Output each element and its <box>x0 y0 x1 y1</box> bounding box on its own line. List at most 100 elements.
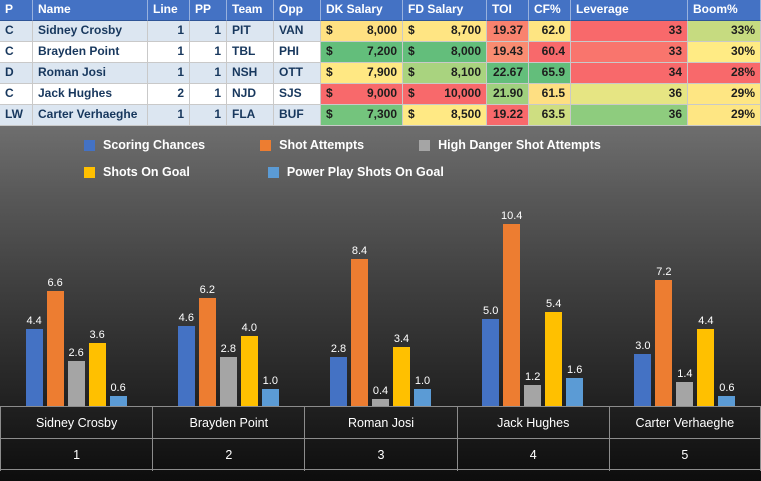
cell-cf[interactable]: 62.0 <box>529 21 571 42</box>
column-header-team[interactable]: Team <box>227 0 274 21</box>
cell-fd[interactable]: $8,000 <box>403 42 487 63</box>
cell-opp[interactable]: OTT <box>274 63 321 84</box>
bar-shot-attempts[interactable] <box>503 224 521 406</box>
cell-team[interactable]: NSH <box>227 63 274 84</box>
column-header-opp[interactable]: Opp <box>274 0 321 21</box>
cell-toi[interactable]: 21.90 <box>487 84 529 105</box>
cell-cf[interactable]: 61.5 <box>529 84 571 105</box>
bar-scoring-chances[interactable] <box>177 325 195 406</box>
cell-pp[interactable]: 1 <box>190 42 227 63</box>
cell-dk[interactable]: $7,300 <box>321 105 403 126</box>
bar-shots-on-goal[interactable] <box>240 336 258 406</box>
cell-boom[interactable]: 33% <box>688 21 761 42</box>
cell-opp[interactable]: PHI <box>274 42 321 63</box>
bar-power-play-shots-on-goal[interactable] <box>109 395 127 406</box>
cell-pp[interactable]: 1 <box>190 105 227 126</box>
bar-high-danger-shot-attempts[interactable] <box>372 399 389 406</box>
cell-pp[interactable]: 1 <box>190 63 227 84</box>
legend-item-power-play-shots-on-goal[interactable]: Power Play Shots On Goal <box>267 165 444 179</box>
bar-high-danger-shot-attempts[interactable] <box>219 357 237 406</box>
cell-p[interactable]: D <box>0 63 33 84</box>
cell-dk[interactable]: $7,200 <box>321 42 403 63</box>
cell-fd[interactable]: $8,700 <box>403 21 487 42</box>
column-header-leverage[interactable]: Leverage <box>571 0 688 21</box>
cell-boom[interactable]: 29% <box>688 84 761 105</box>
cell-dk[interactable]: $7,900 <box>321 63 403 84</box>
bar-shots-on-goal[interactable] <box>393 346 410 406</box>
cell-toi[interactable]: 19.22 <box>487 105 529 126</box>
cell-lev[interactable]: 36 <box>571 84 688 105</box>
cell-dk[interactable]: $9,000 <box>321 84 403 105</box>
cell-lev[interactable]: 33 <box>571 42 688 63</box>
column-header-dk-salary[interactable]: DK Salary <box>321 0 403 21</box>
cell-p[interactable]: C <box>0 84 33 105</box>
cell-fd[interactable]: $8,100 <box>403 63 487 84</box>
cell-name[interactable]: Jack Hughes <box>33 84 148 105</box>
bar-scoring-chances[interactable] <box>25 329 43 406</box>
bar-power-play-shots-on-goal[interactable] <box>566 378 584 406</box>
legend-item-scoring-chances[interactable]: Scoring Chances <box>84 138 205 152</box>
column-header-pp[interactable]: PP <box>190 0 227 21</box>
column-header-toi[interactable]: TOI <box>487 0 529 21</box>
bar-shot-attempts[interactable] <box>198 297 216 406</box>
bar-power-play-shots-on-goal[interactable] <box>718 395 736 406</box>
cell-toi[interactable]: 19.43 <box>487 42 529 63</box>
bar-shots-on-goal[interactable] <box>88 343 106 406</box>
cell-boom[interactable]: 28% <box>688 63 761 84</box>
cell-cf[interactable]: 65.9 <box>529 63 571 84</box>
cell-lev[interactable]: 33 <box>571 21 688 42</box>
cell-team[interactable]: NJD <box>227 84 274 105</box>
bar-high-danger-shot-attempts[interactable] <box>524 385 542 406</box>
bar-shot-attempts[interactable] <box>46 290 64 406</box>
bar-high-danger-shot-attempts[interactable] <box>676 381 694 406</box>
cell-boom[interactable]: 29% <box>688 105 761 126</box>
bar-scoring-chances[interactable] <box>634 353 652 406</box>
cell-p[interactable]: C <box>0 42 33 63</box>
cell-line[interactable]: 2 <box>148 84 190 105</box>
cell-pp[interactable]: 1 <box>190 21 227 42</box>
legend-item-shot-attempts[interactable]: Shot Attempts <box>260 138 364 152</box>
cell-lev[interactable]: 34 <box>571 63 688 84</box>
cell-boom[interactable]: 30% <box>688 42 761 63</box>
cell-pp[interactable]: 1 <box>190 84 227 105</box>
cell-cf[interactable]: 60.4 <box>529 42 571 63</box>
cell-team[interactable]: TBL <box>227 42 274 63</box>
cell-name[interactable]: Brayden Point <box>33 42 148 63</box>
cell-name[interactable]: Roman Josi <box>33 63 148 84</box>
cell-fd[interactable]: $10,000 <box>403 84 487 105</box>
cell-toi[interactable]: 22.67 <box>487 63 529 84</box>
cell-line[interactable]: 1 <box>148 63 190 84</box>
cell-cf[interactable]: 63.5 <box>529 105 571 126</box>
cell-team[interactable]: FLA <box>227 105 274 126</box>
bar-power-play-shots-on-goal[interactable] <box>261 388 279 406</box>
legend-item-high-danger-shot-attempts[interactable]: High Danger Shot Attempts <box>419 138 601 152</box>
column-header-line[interactable]: Line <box>148 0 190 21</box>
column-header-fd-salary[interactable]: FD Salary <box>403 0 487 21</box>
cell-line[interactable]: 1 <box>148 42 190 63</box>
cell-name[interactable]: Carter Verhaeghe <box>33 105 148 126</box>
bar-scoring-chances[interactable] <box>482 318 500 406</box>
cell-opp[interactable]: VAN <box>274 21 321 42</box>
cell-name[interactable]: Sidney Crosby <box>33 21 148 42</box>
cell-p[interactable]: LW <box>0 105 33 126</box>
cell-opp[interactable]: BUF <box>274 105 321 126</box>
legend-item-shots-on-goal[interactable]: Shots On Goal <box>84 165 190 179</box>
cell-fd[interactable]: $8,500 <box>403 105 487 126</box>
bar-shots-on-goal[interactable] <box>545 311 563 406</box>
bar-power-play-shots-on-goal[interactable] <box>414 388 431 406</box>
cell-toi[interactable]: 19.37 <box>487 21 529 42</box>
column-header-name[interactable]: Name <box>33 0 148 21</box>
column-header-p[interactable]: P <box>0 0 33 21</box>
column-header-cf[interactable]: CF% <box>529 0 571 21</box>
bar-shot-attempts[interactable] <box>351 259 368 406</box>
bar-shot-attempts[interactable] <box>655 280 673 406</box>
cell-team[interactable]: PIT <box>227 21 274 42</box>
cell-p[interactable]: C <box>0 21 33 42</box>
bar-high-danger-shot-attempts[interactable] <box>67 360 85 406</box>
cell-line[interactable]: 1 <box>148 105 190 126</box>
cell-dk[interactable]: $8,000 <box>321 21 403 42</box>
cell-line[interactable]: 1 <box>148 21 190 42</box>
bar-shots-on-goal[interactable] <box>697 329 715 406</box>
bar-scoring-chances[interactable] <box>330 357 347 406</box>
column-header-boom[interactable]: Boom% <box>688 0 761 21</box>
